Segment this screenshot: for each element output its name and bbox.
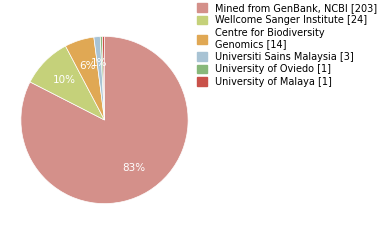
- Wedge shape: [102, 36, 105, 120]
- Wedge shape: [65, 37, 105, 120]
- Text: 1%: 1%: [91, 58, 108, 68]
- Wedge shape: [94, 36, 105, 120]
- Wedge shape: [30, 46, 104, 120]
- Text: 83%: 83%: [123, 163, 146, 174]
- Text: 6%: 6%: [79, 61, 96, 71]
- Text: 10%: 10%: [52, 75, 76, 85]
- Wedge shape: [100, 36, 105, 120]
- Wedge shape: [21, 36, 188, 204]
- Legend: Mined from GenBank, NCBI [203], Wellcome Sanger Institute [24], Centre for Biodi: Mined from GenBank, NCBI [203], Wellcome…: [196, 1, 379, 89]
